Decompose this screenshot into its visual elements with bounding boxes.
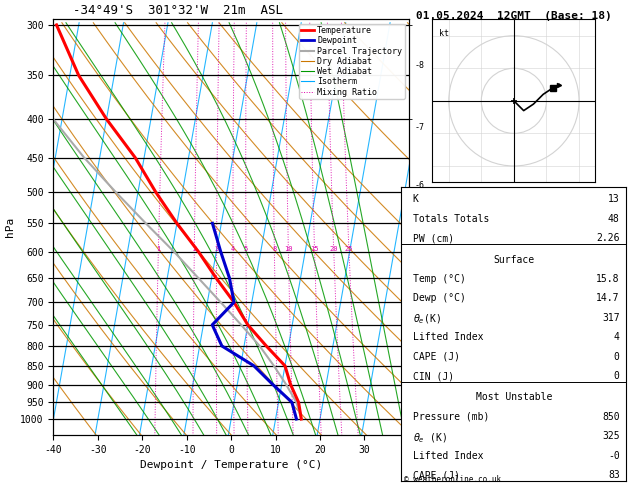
Text: K: K	[413, 194, 418, 205]
Text: 5: 5	[244, 246, 248, 252]
Text: 0: 0	[614, 352, 620, 362]
Text: 325: 325	[602, 431, 620, 441]
Text: © weatheronline.co.uk: © weatheronline.co.uk	[404, 475, 501, 484]
Text: CAPE (J): CAPE (J)	[413, 352, 460, 362]
X-axis label: Dewpoint / Temperature (°C): Dewpoint / Temperature (°C)	[140, 460, 322, 470]
Text: 15: 15	[310, 246, 319, 252]
Text: 13: 13	[608, 194, 620, 205]
Text: 15.8: 15.8	[596, 274, 620, 284]
Text: CIN (J): CIN (J)	[413, 371, 454, 381]
Text: 48: 48	[608, 214, 620, 224]
Text: Lifted Index: Lifted Index	[413, 332, 483, 342]
Text: -7: -7	[415, 122, 425, 132]
Legend: Temperature, Dewpoint, Parcel Trajectory, Dry Adiabat, Wet Adiabat, Isotherm, Mi: Temperature, Dewpoint, Parcel Trajectory…	[299, 24, 404, 99]
Text: $\theta_e$(K): $\theta_e$(K)	[413, 313, 440, 327]
Text: -2: -2	[415, 337, 425, 347]
Text: 4: 4	[231, 246, 235, 252]
Text: 317: 317	[602, 313, 620, 323]
Text: 850: 850	[602, 412, 620, 422]
Text: -1: -1	[415, 371, 425, 380]
Text: 20: 20	[330, 246, 338, 252]
Text: 1: 1	[156, 246, 160, 252]
Text: 01.05.2024  12GMT  (Base: 18): 01.05.2024 12GMT (Base: 18)	[416, 11, 612, 21]
Text: 2.26: 2.26	[596, 233, 620, 243]
Text: 8: 8	[272, 246, 277, 252]
Y-axis label: km
ASL: km ASL	[435, 216, 453, 238]
Text: kt: kt	[439, 29, 449, 38]
Text: 2: 2	[192, 246, 196, 252]
Text: -34°49'S  301°32'W  21m  ASL: -34°49'S 301°32'W 21m ASL	[73, 4, 283, 17]
Text: Mixing Ratio (g/kg): Mixing Ratio (g/kg)	[437, 232, 447, 327]
Text: Dewp (°C): Dewp (°C)	[413, 294, 465, 303]
Text: Surface: Surface	[493, 255, 535, 264]
Text: 4: 4	[614, 332, 620, 342]
Text: $\theta_e$ (K): $\theta_e$ (K)	[413, 431, 447, 445]
Text: -6: -6	[415, 181, 425, 190]
Text: Totals Totals: Totals Totals	[413, 214, 489, 224]
Text: -5: -5	[415, 222, 425, 231]
Text: 3: 3	[214, 246, 219, 252]
Text: -4: -4	[415, 266, 425, 275]
Text: Lifted Index: Lifted Index	[413, 451, 483, 461]
Text: PW (cm): PW (cm)	[413, 233, 454, 243]
Text: -0: -0	[608, 451, 620, 461]
Text: CAPE (J): CAPE (J)	[413, 470, 460, 480]
Text: Pressure (mb): Pressure (mb)	[413, 412, 489, 422]
Text: -3: -3	[415, 305, 425, 313]
Text: 14.7: 14.7	[596, 294, 620, 303]
Text: 83: 83	[608, 470, 620, 480]
Text: -8: -8	[415, 61, 425, 70]
Text: Temp (°C): Temp (°C)	[413, 274, 465, 284]
Text: LCL: LCL	[415, 415, 430, 423]
Text: 0: 0	[614, 371, 620, 381]
Text: 10: 10	[284, 246, 292, 252]
Text: 25: 25	[345, 246, 353, 252]
Y-axis label: hPa: hPa	[4, 217, 14, 237]
Text: Most Unstable: Most Unstable	[476, 392, 552, 402]
